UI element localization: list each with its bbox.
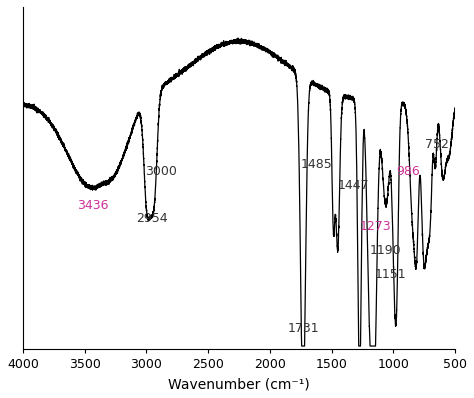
Text: 1731: 1731 [287,322,319,335]
Text: 1485: 1485 [301,158,333,172]
Text: 3000: 3000 [145,165,177,178]
Text: 1190: 1190 [370,244,401,257]
Text: 986: 986 [396,165,420,178]
X-axis label: Wavenumber (cm⁻¹): Wavenumber (cm⁻¹) [168,377,310,391]
Text: 1273: 1273 [360,220,391,233]
Text: 3436: 3436 [77,199,108,212]
Text: 2954: 2954 [136,213,168,225]
Text: 1447: 1447 [338,179,370,192]
Text: 1151: 1151 [374,268,406,281]
Text: 752: 752 [426,138,449,151]
